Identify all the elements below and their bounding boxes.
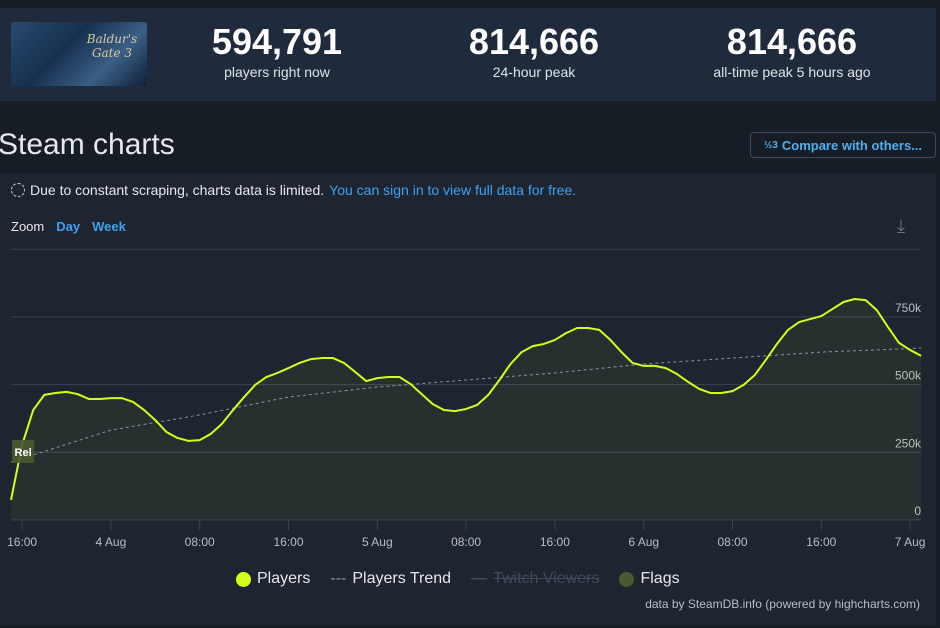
x-tick-label: 08:00	[717, 535, 747, 549]
stat-label: all-time peak 5 hours ago	[713, 64, 871, 80]
legend-trend[interactable]: --- Players Trend	[330, 570, 451, 588]
stat-label: players right now	[224, 64, 330, 80]
zoom-day-button[interactable]: Day	[56, 219, 81, 234]
legend: Players --- Players Trend — Twitch Viewers…	[236, 570, 680, 588]
legend-players[interactable]: Players	[236, 570, 310, 588]
legend-twitch[interactable]: — Twitch Viewers	[471, 570, 599, 588]
stat-label: 24-hour peak	[492, 64, 576, 80]
x-tick-label: 16:00	[806, 535, 836, 549]
x-tick-label: 16:00	[273, 535, 303, 549]
y-tick-label: 250k	[895, 436, 922, 450]
dashed-line-icon: ---	[330, 570, 347, 587]
compare-button[interactable]: ½3 Compare with others...	[750, 132, 936, 158]
legend-label: Twitch Viewers	[493, 570, 600, 587]
x-tick-label: 5 Aug	[362, 535, 393, 549]
x-tick-label: 08:00	[185, 535, 215, 549]
y-tick-label: 500k	[895, 369, 922, 383]
legend-flags[interactable]: Flags	[619, 570, 680, 588]
release-flag-label: Rel	[15, 447, 32, 459]
legend-label: Flags	[640, 570, 680, 587]
release-flag	[12, 440, 35, 463]
notice: Due to constant scraping, charts data is…	[11, 182, 576, 198]
stat-alltime-peak: 814,666 all-time peak 5 hours ago	[672, 21, 912, 81]
compare-label: Compare with others...	[781, 137, 923, 153]
stat-value: 814,666	[468, 21, 600, 62]
sign-in-link[interactable]: You can sign in to view full data for fr…	[329, 182, 577, 198]
x-tick-label: 7 Aug	[895, 535, 926, 549]
zoom-label: Zoom	[11, 219, 45, 234]
chart-panel	[0, 173, 936, 625]
players-dot-icon	[236, 571, 251, 587]
y-tick-label: 0	[914, 504, 921, 518]
flags-dot-icon	[619, 571, 635, 587]
zoom-week-button[interactable]: Week	[92, 219, 126, 234]
loading-icon	[11, 183, 25, 197]
x-tick-label: 6 Aug	[628, 535, 659, 549]
x-tick-label: 4 Aug	[96, 535, 127, 549]
stat-24h-peak: 814,666 24-hour peak	[414, 21, 654, 81]
legend-label: Players Trend	[352, 570, 452, 587]
line-icon: —	[471, 570, 488, 587]
players-line	[10, 298, 922, 501]
stat-players-now: 594,791 players right now	[157, 21, 397, 81]
stats-banner	[0, 8, 936, 101]
zoom-controls: Zoom Day Week	[11, 219, 126, 234]
game-cover-image[interactable]: Baldur's Gate 3	[11, 22, 147, 86]
notice-text: Due to constant scraping, charts data is…	[30, 182, 325, 198]
stat-value: 814,666	[726, 21, 858, 62]
x-tick-label: 16:00	[540, 535, 570, 549]
cover-logo: Baldur's Gate 3	[86, 32, 138, 60]
chart-credit[interactable]: data by SteamDB.info (powered by highcha…	[645, 597, 920, 611]
x-tick-label: 16:00	[7, 535, 37, 549]
download-icon[interactable]: ⤓	[897, 216, 905, 236]
fraction-icon: ½3	[763, 139, 778, 151]
legend-label: Players	[257, 570, 311, 587]
players-trend-line	[10, 347, 922, 463]
x-tick-label: 08:00	[451, 535, 481, 549]
stat-value: 594,791	[211, 21, 343, 62]
y-tick-label: 750k	[895, 301, 922, 315]
page-title: Steam charts	[0, 128, 175, 161]
